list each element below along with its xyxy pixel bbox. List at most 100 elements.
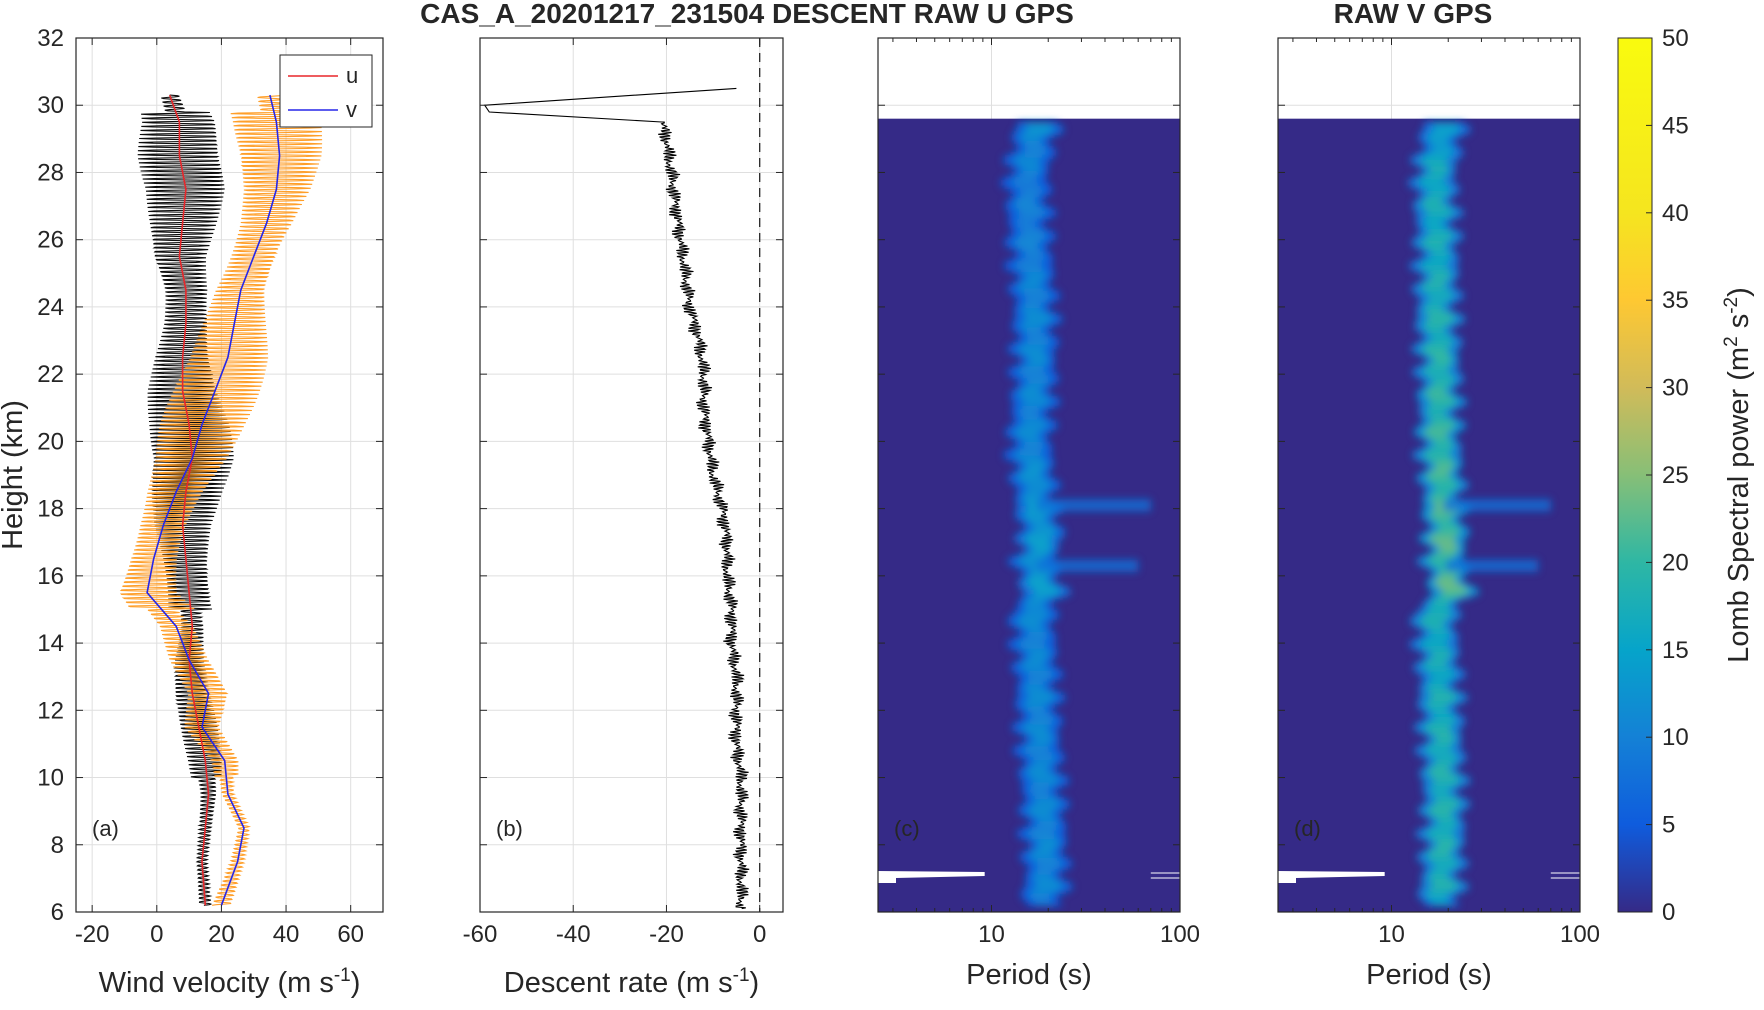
ridge-core bbox=[1427, 212, 1453, 217]
ridge-core bbox=[1017, 643, 1044, 647]
ridge-core bbox=[1433, 781, 1459, 786]
ridge-core bbox=[1031, 890, 1056, 894]
colorbar-tick-label: 45 bbox=[1662, 112, 1689, 139]
ridge-core bbox=[1029, 811, 1051, 816]
ridge-core bbox=[1021, 290, 1048, 295]
ridge-core bbox=[1033, 739, 1052, 744]
ridge-core bbox=[1025, 601, 1044, 605]
plot-content bbox=[119, 94, 323, 906]
ridge-core bbox=[1024, 311, 1047, 316]
ridge-core bbox=[1429, 628, 1447, 632]
ridge-core bbox=[1433, 519, 1452, 524]
ridge-core bbox=[1430, 513, 1453, 518]
ridge-core bbox=[1034, 878, 1056, 882]
ridge-core bbox=[1442, 589, 1469, 593]
ridge-core bbox=[1022, 438, 1041, 443]
x-tick-label: 60 bbox=[337, 921, 364, 948]
ridge-core bbox=[1017, 197, 1036, 202]
axes-frame: 6 8 10 12 14 16 18 20 22 24 26 28 30 32 -20 0 20 40 60 Wind… bbox=[37, 25, 384, 999]
ridge-core bbox=[1433, 712, 1452, 717]
ridge-core bbox=[1430, 417, 1451, 422]
ridge-core bbox=[1433, 360, 1452, 364]
ridge-core bbox=[1434, 125, 1460, 129]
ridge-core bbox=[1438, 820, 1457, 825]
ridge-core bbox=[1022, 417, 1043, 422]
ridge-core bbox=[1020, 646, 1046, 650]
ridge-core bbox=[1429, 447, 1453, 452]
ridge-core bbox=[1026, 146, 1046, 150]
ridge-core bbox=[1430, 399, 1457, 403]
ridge-core bbox=[1020, 471, 1041, 476]
ridge-core bbox=[1430, 766, 1449, 771]
ridge-core bbox=[1431, 498, 1451, 503]
ridge-core bbox=[1427, 558, 1453, 563]
ridge-core bbox=[1428, 140, 1447, 144]
ridge-core bbox=[1035, 848, 1054, 852]
missing-data-artifact bbox=[1278, 871, 1580, 884]
plot-content bbox=[483, 38, 761, 912]
ridge-streak bbox=[1036, 499, 1151, 512]
ridge-core bbox=[1435, 799, 1460, 804]
panel-label: (b) bbox=[496, 816, 523, 841]
ridge-core bbox=[1431, 754, 1457, 759]
colorbar-label: Lomb Spectral power (m2 s-2) bbox=[1721, 287, 1755, 663]
ridge-core bbox=[1426, 685, 1445, 690]
ridge-core bbox=[1424, 727, 1450, 732]
x-axis-label: Descent rate (m s-1) bbox=[504, 965, 759, 999]
axes-box bbox=[1277, 37, 1581, 913]
ridge-core bbox=[1017, 619, 1043, 623]
ridge-core bbox=[1032, 549, 1051, 554]
ridge-core bbox=[1025, 278, 1044, 283]
ridge-core bbox=[1424, 432, 1447, 437]
ridge-core bbox=[1431, 775, 1458, 780]
y-tick-label: 24 bbox=[37, 294, 64, 321]
ridge-core bbox=[1426, 893, 1448, 897]
ridge-core bbox=[1027, 582, 1051, 587]
ridge-core bbox=[1037, 863, 1062, 867]
ridge-core bbox=[1022, 423, 1048, 428]
ridge-core bbox=[1027, 576, 1046, 581]
ridge-core bbox=[1429, 658, 1448, 663]
colorbar-gradient bbox=[1617, 37, 1653, 913]
ridge-core bbox=[1426, 830, 1453, 834]
ridge-core bbox=[1434, 598, 1454, 602]
ridge-core bbox=[1437, 522, 1456, 527]
ridge-core bbox=[1033, 546, 1052, 551]
ridge-core bbox=[1430, 338, 1454, 343]
ridge-core bbox=[1427, 751, 1454, 756]
ridge-core bbox=[1430, 534, 1457, 539]
ridge-core bbox=[1427, 152, 1453, 156]
ridge-core bbox=[1015, 450, 1042, 455]
ridge-core bbox=[1435, 796, 1457, 801]
x-tick-label: 100 bbox=[1160, 921, 1200, 948]
ridge-core bbox=[1427, 706, 1447, 711]
ridge-core bbox=[1428, 649, 1451, 653]
ridge-core bbox=[1428, 857, 1455, 861]
ridge-core bbox=[1434, 462, 1455, 467]
legend-label-u: u bbox=[346, 63, 358, 88]
ridge-core bbox=[1027, 769, 1048, 774]
ridge-core bbox=[1022, 308, 1042, 313]
ridge-core bbox=[1026, 628, 1045, 632]
ridge-core bbox=[1021, 366, 1044, 370]
ridge-core bbox=[1427, 435, 1447, 440]
ridge-streak bbox=[1036, 559, 1139, 572]
ridge-core bbox=[1430, 495, 1448, 500]
ridge-core bbox=[1435, 760, 1455, 765]
ridge-core bbox=[1039, 842, 1059, 846]
ridge-core bbox=[1037, 817, 1056, 822]
ridge-core bbox=[1430, 170, 1449, 174]
ridge-core bbox=[1428, 808, 1453, 813]
y-axis-label: Height (km) bbox=[0, 400, 29, 550]
ridge-core bbox=[1430, 878, 1452, 882]
ridge-core bbox=[1423, 345, 1450, 349]
ridge-core bbox=[1429, 354, 1450, 358]
ridge-core bbox=[1024, 131, 1051, 135]
ridge-core bbox=[1023, 444, 1044, 449]
ridge-core bbox=[1431, 860, 1458, 864]
ridge-core bbox=[1031, 784, 1053, 789]
ridge-core bbox=[1028, 381, 1048, 385]
y-tick-label: 32 bbox=[37, 25, 64, 52]
y-tick-label: 12 bbox=[37, 697, 64, 724]
